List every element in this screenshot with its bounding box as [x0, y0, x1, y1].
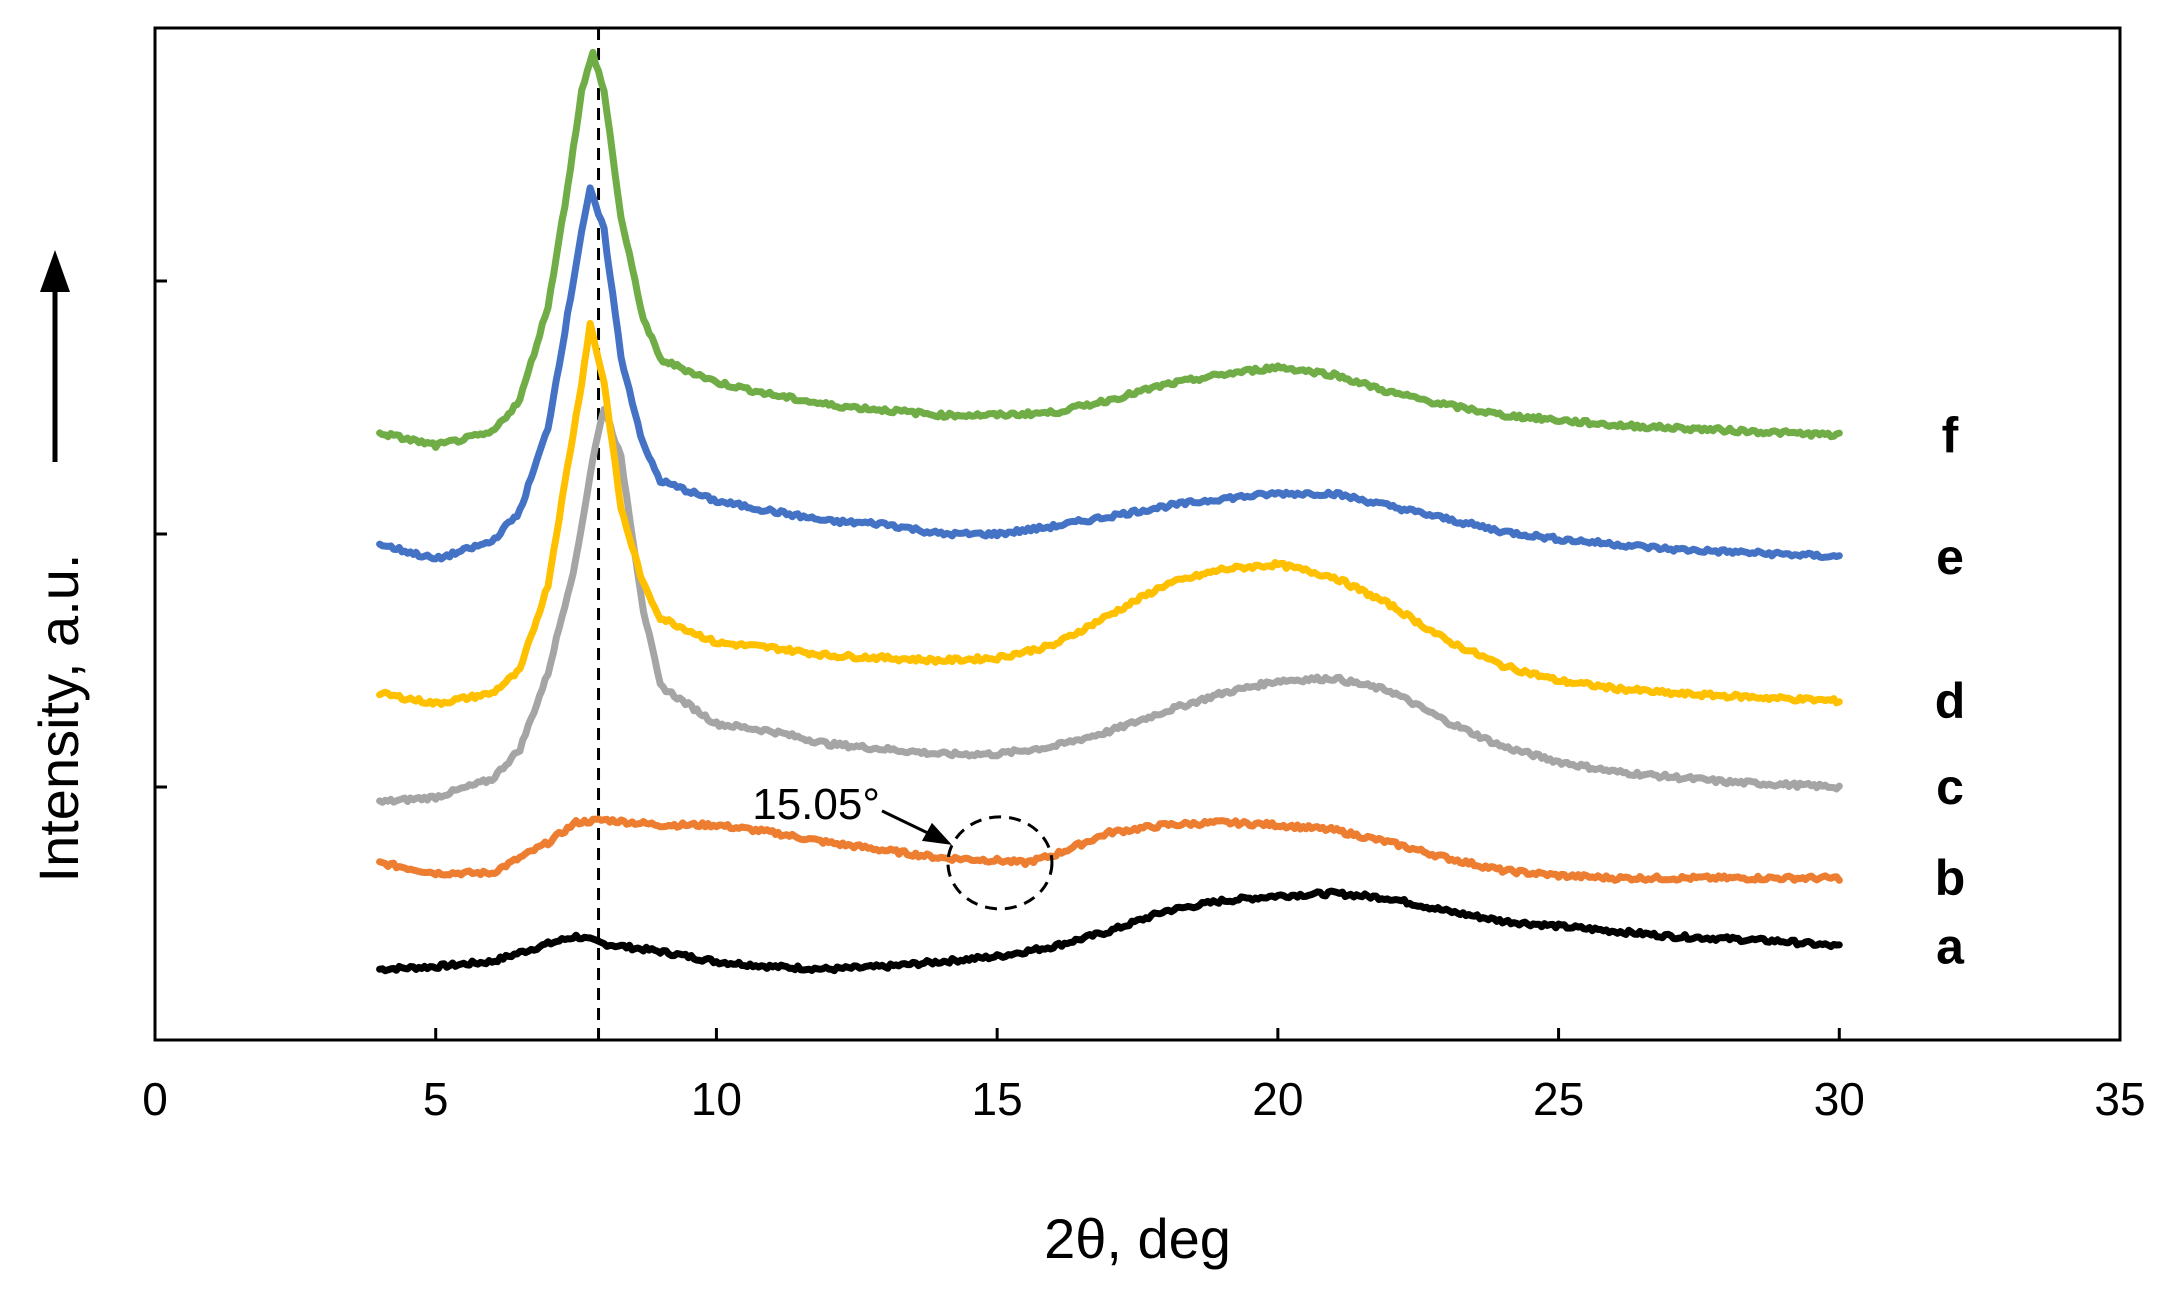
x-tick-label: 5	[423, 1073, 449, 1125]
series-b-line	[376, 815, 1843, 884]
series-f-label: f	[1942, 407, 1959, 463]
x-tick-label: 0	[142, 1073, 168, 1125]
series-layer	[376, 48, 1843, 975]
y-axis-arrow-icon	[40, 250, 70, 462]
series-c-line	[376, 405, 1843, 806]
series-a-line	[376, 887, 1843, 975]
y-axis-ticks	[155, 279, 167, 789]
series-c-label: c	[1936, 759, 1964, 815]
y-axis-title: Intensity, a.u.	[27, 554, 90, 883]
y-arrow-head	[40, 250, 70, 292]
x-tick-label: 25	[1533, 1073, 1584, 1125]
series-e-line	[376, 184, 1843, 563]
series-f-line	[376, 48, 1843, 451]
annotation-arrowhead-icon	[921, 822, 952, 845]
x-tick-label: 20	[1252, 1073, 1303, 1125]
series-d-label: d	[1935, 673, 1966, 729]
x-tick-label: 30	[1814, 1073, 1865, 1125]
plot-area-border	[153, 26, 2122, 1042]
plot-frame	[153, 26, 2122, 1042]
annotation: 15.05°	[752, 780, 1054, 911]
series-e-label: e	[1936, 529, 1964, 585]
x-axis-ticks: 0 5 10 15 20 25 30 35	[142, 1028, 2146, 1125]
series-b-label: b	[1935, 850, 1966, 906]
x-tick-label: 35	[2094, 1073, 2145, 1125]
series-d-line	[376, 320, 1843, 708]
annotation-label: 15.05°	[752, 780, 880, 829]
x-tick-label: 10	[691, 1073, 742, 1125]
annotation-circle	[946, 815, 1054, 911]
series-a-label: a	[1936, 918, 1965, 974]
x-tick-label: 15	[972, 1073, 1023, 1125]
x-axis-title: 2θ, deg	[1044, 1207, 1231, 1270]
